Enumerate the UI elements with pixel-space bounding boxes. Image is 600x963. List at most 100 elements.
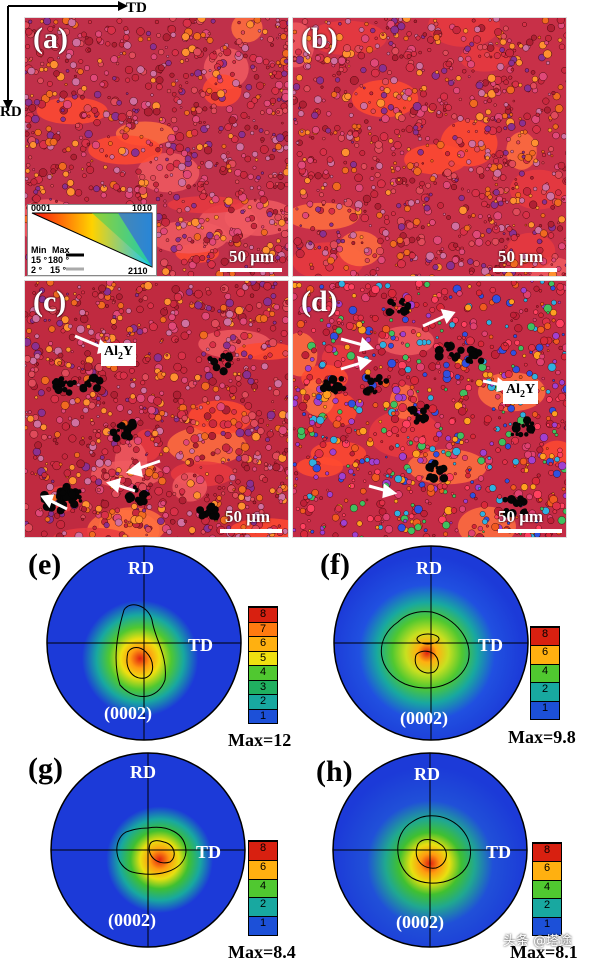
grain bbox=[333, 533, 339, 538]
grain bbox=[47, 175, 52, 180]
grain bbox=[133, 116, 138, 121]
grain bbox=[478, 526, 483, 531]
grain bbox=[92, 141, 100, 149]
grain bbox=[426, 252, 434, 260]
grain bbox=[420, 450, 422, 452]
al2y-particle bbox=[512, 422, 518, 428]
al2y-particle bbox=[521, 424, 525, 428]
grain bbox=[129, 368, 134, 373]
grain bbox=[551, 112, 558, 119]
grain bbox=[205, 472, 208, 475]
grain bbox=[470, 493, 476, 499]
grain bbox=[250, 497, 254, 501]
grain bbox=[397, 253, 404, 260]
grain bbox=[470, 271, 474, 275]
grain bbox=[349, 306, 357, 314]
grain bbox=[221, 492, 224, 495]
grain bbox=[396, 434, 399, 437]
scale-text-a: 50 μm bbox=[229, 247, 274, 267]
grain bbox=[381, 521, 383, 523]
grain bbox=[224, 421, 231, 428]
grain bbox=[409, 441, 413, 445]
grain bbox=[549, 462, 553, 466]
grain bbox=[352, 241, 356, 245]
grain bbox=[502, 198, 505, 201]
grain bbox=[72, 140, 79, 147]
al2y-particle bbox=[56, 495, 61, 500]
grain bbox=[404, 206, 410, 212]
grain bbox=[313, 464, 321, 472]
al2y-particle bbox=[379, 375, 382, 378]
grain bbox=[492, 154, 496, 158]
grain bbox=[57, 131, 60, 134]
grain bbox=[112, 76, 116, 80]
grain bbox=[169, 191, 172, 194]
grain bbox=[309, 175, 313, 179]
grain bbox=[240, 318, 247, 325]
grain bbox=[390, 476, 393, 479]
grain bbox=[546, 397, 552, 403]
grain bbox=[250, 131, 254, 135]
grain bbox=[92, 291, 98, 297]
grain bbox=[68, 171, 70, 173]
grain bbox=[277, 110, 280, 113]
grain bbox=[191, 73, 194, 76]
grain bbox=[467, 61, 474, 68]
grain bbox=[365, 258, 370, 263]
colorbar-cell: 1 bbox=[249, 709, 277, 724]
grain bbox=[566, 419, 567, 422]
grain bbox=[347, 352, 355, 360]
grain bbox=[502, 460, 507, 465]
grain bbox=[303, 495, 307, 499]
pf-td-f: TD bbox=[478, 635, 503, 656]
grain bbox=[527, 323, 535, 331]
grain bbox=[314, 96, 321, 103]
grain bbox=[553, 470, 560, 477]
panel-label-b: (b) bbox=[301, 22, 338, 56]
grain bbox=[452, 447, 460, 455]
grain bbox=[251, 365, 256, 370]
colorbar-tick-label: 4 bbox=[542, 665, 548, 677]
grain bbox=[458, 57, 463, 62]
grain bbox=[168, 25, 176, 33]
colorbar-cell: 5 bbox=[249, 651, 277, 666]
grain bbox=[293, 378, 296, 381]
grain bbox=[459, 506, 465, 512]
grain bbox=[403, 519, 407, 523]
grain bbox=[335, 505, 342, 512]
grain bbox=[474, 26, 480, 32]
grain bbox=[495, 223, 497, 225]
grain bbox=[293, 463, 297, 467]
grain bbox=[282, 317, 289, 324]
grain bbox=[269, 311, 274, 316]
al2y-particle bbox=[440, 349, 443, 352]
grain bbox=[348, 103, 353, 108]
grain bbox=[504, 187, 509, 192]
grain bbox=[389, 331, 395, 337]
grain bbox=[532, 412, 538, 418]
grain bbox=[62, 369, 70, 377]
colorbar-tick-label: 8 bbox=[260, 842, 266, 854]
grain bbox=[466, 160, 471, 165]
grain bbox=[75, 398, 80, 403]
grain bbox=[137, 306, 144, 313]
grain bbox=[479, 174, 484, 179]
grain bbox=[546, 532, 552, 538]
grain bbox=[115, 508, 120, 513]
ebsd-panel-d: (d) Al2Y 50 μm bbox=[292, 280, 567, 538]
grain bbox=[476, 113, 484, 121]
grain bbox=[249, 323, 253, 327]
grain bbox=[518, 346, 523, 351]
grain bbox=[519, 198, 524, 203]
grain bbox=[201, 184, 203, 186]
grain bbox=[325, 472, 329, 476]
grain bbox=[270, 43, 273, 46]
grain bbox=[511, 320, 513, 322]
grain bbox=[245, 156, 251, 162]
grain bbox=[367, 126, 371, 130]
grain bbox=[397, 260, 405, 268]
grain bbox=[455, 374, 460, 379]
grain bbox=[523, 354, 526, 357]
grain bbox=[354, 429, 356, 431]
grain bbox=[558, 462, 566, 470]
